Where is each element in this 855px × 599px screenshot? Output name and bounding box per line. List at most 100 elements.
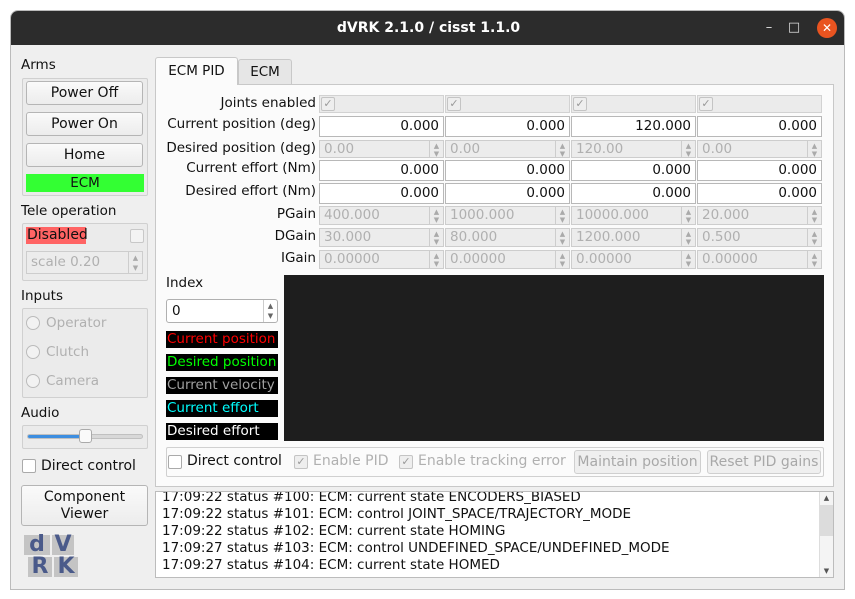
desired-position-spinbox[interactable]: 0.00 ▲ ▼ [697,140,822,158]
pgain-spinbox[interactable]: 10000.000 ▲ ▼ [571,206,696,225]
spin-value: 1000.000 [450,207,515,223]
spin-arrows-icon[interactable]: ▲ ▼ [555,141,569,158]
audio-slider-fill [28,435,85,438]
clutch-label: Clutch [46,344,90,360]
power-on-button[interactable]: Power On [26,112,143,136]
scale-spinbox[interactable]: scale 0.20 ▲ ▼ [26,251,143,274]
maximize-button[interactable]: □ [787,20,801,35]
spin-arrows-icon[interactable]: ▲ ▼ [429,251,443,268]
spin-value: 10000.000 [576,207,650,223]
log-line: 17:09:22 status #102: ECM: current state… [162,523,506,539]
legend-item[interactable]: Desired effort [166,423,278,440]
desired-position-spinbox[interactable]: 0.00 ▲ ▼ [319,140,444,158]
index-spinbox[interactable]: 0 ▲ ▼ [166,299,278,323]
legend-item[interactable]: Desired position [166,354,278,371]
scroll-up-icon[interactable]: ▲ [823,494,830,502]
scrollbar-thumb[interactable] [820,505,833,536]
spin-arrows-icon[interactable]: ▲ ▼ [429,229,443,246]
home-button[interactable]: Home [26,143,143,167]
enable-tracking-error-checkbox[interactable]: ✓ [399,455,413,469]
joint-enabled-checkbox[interactable]: ✓ [447,97,461,111]
igain-spinbox[interactable]: 0.00000 ▲ ▼ [445,250,570,269]
desired-position-spinbox[interactable]: 120.00 ▲ ▼ [571,140,696,158]
desired-effort-field: 0.000 [697,183,822,204]
row-label: Current position (deg) [167,116,316,132]
dgain-spinbox[interactable]: 30.000 ▲ ▼ [319,228,444,247]
spin-arrows-icon[interactable]: ▲ ▼ [681,229,695,246]
index-label: Index [166,275,204,291]
current-position-field: 0.000 [445,116,570,137]
reset-pid-gains-button[interactable]: Reset PID gains [707,450,821,474]
spin-arrows-icon[interactable]: ▲ ▼ [807,229,821,246]
joint-enabled-cell: ✓ [571,95,696,113]
current-effort-field: 0.000 [445,160,570,181]
clutch-radio[interactable] [26,345,40,359]
spin-arrows-icon[interactable]: ▲ ▼ [555,251,569,268]
dgain-spinbox[interactable]: 1200.000 ▲ ▼ [571,228,696,247]
log-scrollbar[interactable]: ▲ ▼ [819,492,833,577]
spin-arrows-icon[interactable]: ▲ ▼ [263,300,277,322]
spin-value: 1200.000 [576,229,641,245]
spin-arrows-icon[interactable]: ▲ ▼ [807,251,821,268]
spin-arrows-icon[interactable]: ▲ ▼ [429,207,443,224]
arm-status-button[interactable]: ECM [26,174,144,192]
spin-value: 0.00000 [702,251,758,267]
row-label: Current effort (Nm) [186,160,316,176]
joint-enabled-checkbox[interactable]: ✓ [573,97,587,111]
joint-enabled-checkbox[interactable]: ✓ [321,97,335,111]
desired-position-spinbox[interactable]: 0.00 ▲ ▼ [445,140,570,158]
spin-arrows-icon[interactable]: ▲ ▼ [555,207,569,224]
operator-radio[interactable] [26,316,40,330]
tele-enable-checkbox[interactable] [130,229,144,243]
pgain-spinbox[interactable]: 400.000 ▲ ▼ [319,206,444,225]
audio-slider[interactable] [27,429,143,443]
dgain-spinbox[interactable]: 0.500 ▲ ▼ [697,228,822,247]
enable-pid-label: Enable PID [313,453,389,469]
audio-label: Audio [21,405,60,421]
component-viewer-button[interactable]: Component Viewer [21,485,148,526]
camera-radio[interactable] [26,374,40,388]
spin-arrows-icon[interactable]: ▲ ▼ [555,229,569,246]
scroll-down-icon[interactable]: ▼ [823,567,830,575]
dgain-spinbox[interactable]: 80.000 ▲ ▼ [445,228,570,247]
spin-arrows-icon[interactable]: ▲ ▼ [128,252,142,273]
window-title: dVRK 2.1.0 / cisst 1.1.0 [336,20,521,36]
spin-arrows-icon[interactable]: ▲ ▼ [681,251,695,268]
power-off-button[interactable]: Power Off [26,81,143,105]
close-button[interactable]: ✕ [817,18,837,38]
spin-arrows-icon[interactable]: ▲ ▼ [681,207,695,224]
audio-slider-handle[interactable] [79,429,92,443]
current-position-field: 0.000 [697,116,822,137]
pgain-spinbox[interactable]: 20.000 ▲ ▼ [697,206,822,225]
current-position-field: 120.000 [571,116,696,137]
spin-value: 0.00000 [576,251,632,267]
legend-item[interactable]: Current effort [166,400,278,417]
row-label: Joints enabled [220,95,317,111]
legend-item[interactable]: Current velocity [166,377,278,394]
pid-direct-control-checkbox[interactable] [168,455,182,469]
igain-spinbox[interactable]: 0.00000 ▲ ▼ [571,250,696,269]
joint-enabled-checkbox[interactable]: ✓ [699,97,713,111]
spin-value: 0.00 [324,141,355,157]
spin-arrows-icon[interactable]: ▲ ▼ [681,141,695,158]
enable-pid-checkbox[interactable]: ✓ [294,455,308,469]
pid-direct-control-label: Direct control [187,453,282,469]
tab-ecm-pid[interactable]: ECM PID [155,57,238,85]
igain-spinbox[interactable]: 0.00000 ▲ ▼ [697,250,822,269]
igain-spinbox[interactable]: 0.00000 ▲ ▼ [319,250,444,269]
log-box[interactable]: 17:09:22 status #100: ECM: current state… [155,491,834,578]
tab-ecm[interactable]: ECM [238,59,292,84]
pgain-spinbox[interactable]: 1000.000 ▲ ▼ [445,206,570,225]
legend-item[interactable]: Current position [166,331,278,348]
maintain-position-button[interactable]: Maintain position [574,450,701,474]
minimize-button[interactable]: – [765,20,773,35]
spin-arrows-icon[interactable]: ▲ ▼ [807,141,821,158]
pid-controls-group [166,447,824,477]
spin-value: 0.00000 [324,251,380,267]
component-viewer-line2: Viewer [60,506,109,522]
spin-arrows-icon[interactable]: ▲ ▼ [429,141,443,158]
joint-enabled-cell: ✓ [319,95,444,113]
direct-control-checkbox[interactable] [22,459,36,473]
log-line: 17:09:22 status #101: ECM: control JOINT… [162,506,632,522]
spin-arrows-icon[interactable]: ▲ ▼ [807,207,821,224]
